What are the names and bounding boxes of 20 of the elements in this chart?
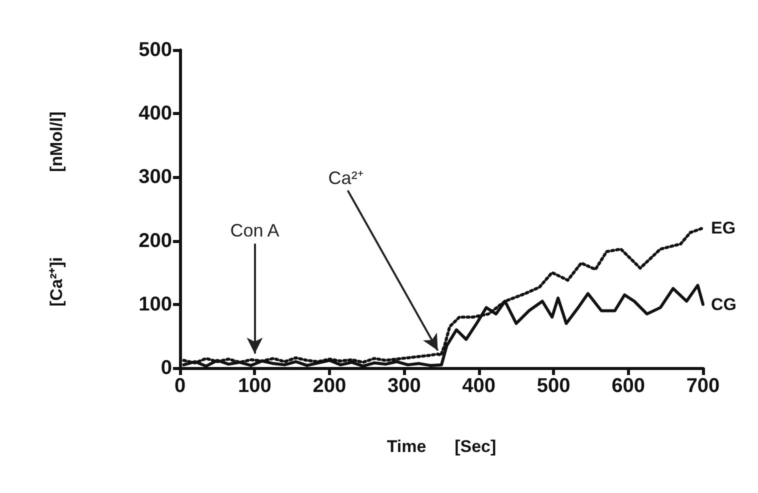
- y-tick-label: 500: [138, 39, 172, 61]
- x-axis-title: Time [Sec]: [386, 437, 496, 456]
- y-tick-label: 400: [138, 102, 172, 125]
- series-label: CG: [711, 294, 736, 314]
- x-tick-label: 400: [462, 375, 496, 397]
- annotation: Con A: [230, 220, 280, 241]
- x-tick-label: 600: [612, 375, 645, 397]
- y-tick-label: 100: [138, 293, 172, 316]
- y-tick-label: 200: [138, 230, 172, 252]
- series-label: EG: [711, 218, 736, 238]
- x-tick-label: 300: [387, 375, 421, 397]
- y-tick-label: 300: [138, 166, 172, 188]
- x-tick-label: 0: [174, 375, 186, 397]
- x-tick-label: 100: [238, 375, 272, 397]
- x-tick-label: 700: [686, 375, 720, 397]
- annotation: Ca²⁺: [328, 168, 364, 188]
- y-tick-label: 0: [160, 357, 172, 379]
- y-axis-title: [Ca²⁺]i [nMol/l]: [47, 112, 66, 306]
- x-tick-label: 200: [312, 375, 346, 397]
- x-tick-label: 500: [536, 375, 570, 397]
